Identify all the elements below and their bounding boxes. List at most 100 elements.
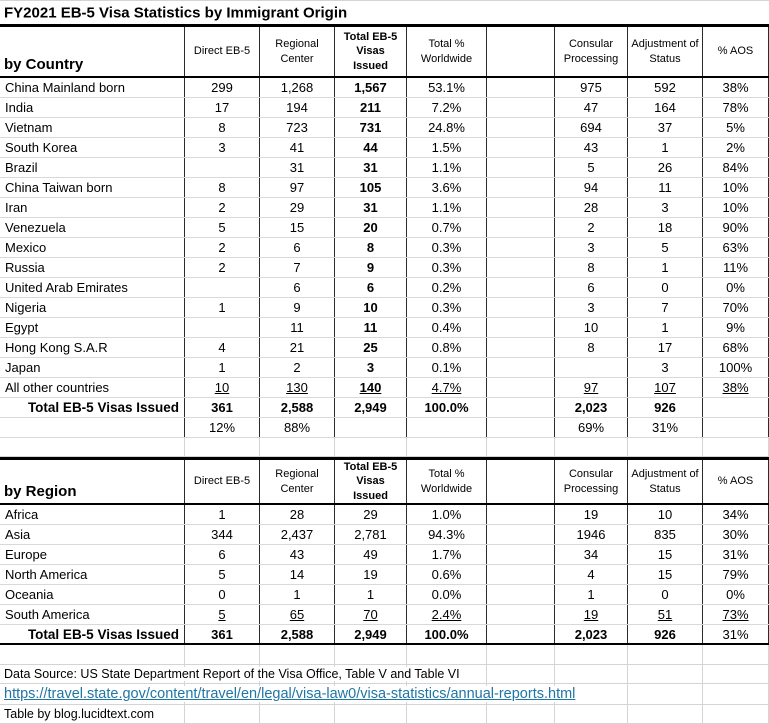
cell-regional: 41 [260, 138, 335, 157]
grid-cell [185, 645, 260, 664]
table-row: India 17 194 211 7.2% 47 164 78% [0, 98, 769, 118]
table-row: Nigeria 1 9 10 0.3% 3 7 70% [0, 298, 769, 318]
cell-regional: 130 [260, 378, 335, 397]
cell-pct: 1.0% [407, 505, 487, 524]
spacer-cell [487, 138, 555, 157]
cell-pct: 0.7% [407, 218, 487, 237]
cell-direct: 299 [185, 78, 260, 97]
cell-aos: 10% [703, 198, 769, 217]
cell-total: 3 [335, 358, 407, 377]
cell-aos: 90% [703, 218, 769, 237]
cell-consular: 1 [555, 585, 628, 604]
cell-pct: 0.3% [407, 238, 487, 257]
cell-direct: 10 [185, 378, 260, 397]
cell-total: 140 [335, 378, 407, 397]
cell-adjustment: 3 [628, 358, 703, 377]
empty-cell [0, 418, 185, 437]
cell-total: 10 [335, 298, 407, 317]
cell-consular: 6 [555, 278, 628, 297]
cell-regional: 28 [260, 505, 335, 524]
cell-total: 44 [335, 138, 407, 157]
total-label: Total EB-5 Visas Issued [0, 398, 185, 417]
cell-aos: 10% [703, 178, 769, 197]
cell-direct-split: 12% [185, 418, 260, 437]
cell-pct: 24.8% [407, 118, 487, 137]
cell-regional: 2,437 [260, 525, 335, 544]
cell-direct: 344 [185, 525, 260, 544]
col-header-regional: Regional Center [260, 460, 335, 503]
footer-link-row: https://travel.state.gov/content/travel/… [0, 684, 769, 705]
cell-total: 49 [335, 545, 407, 564]
spacer-cell [487, 418, 555, 437]
table-row: Iran 2 29 31 1.1% 28 3 10% [0, 198, 769, 218]
cell-adjustment: 3 [628, 198, 703, 217]
region-name: Asia [0, 525, 185, 544]
cell-regional: 6 [260, 278, 335, 297]
title-row: FY2021 EB-5 Visa Statistics by Immigrant… [0, 0, 769, 27]
table-row: Mexico 2 6 8 0.3% 3 5 63% [0, 238, 769, 258]
region-name: South America [0, 605, 185, 624]
cell-adjustment: 0 [628, 585, 703, 604]
grid-cell [555, 438, 628, 456]
cell-aos: 63% [703, 238, 769, 257]
country-name: Russia [0, 258, 185, 277]
spacer-cell [487, 378, 555, 397]
table-row: North America 5 14 19 0.6% 4 15 79% [0, 565, 769, 585]
page-title: FY2021 EB-5 Visa Statistics by Immigrant… [4, 4, 356, 21]
cell-direct: 2 [185, 258, 260, 277]
cell-direct: 8 [185, 118, 260, 137]
table-row: Hong Kong S.A.R 4 21 25 0.8% 8 17 68% [0, 338, 769, 358]
cell-regional: 14 [260, 565, 335, 584]
cell-direct: 1 [185, 358, 260, 377]
spacer-cell [487, 158, 555, 177]
table-row: Russia 2 7 9 0.3% 8 1 11% [0, 258, 769, 278]
grid-cell [260, 645, 335, 664]
table-row: Brazil 31 31 1.1% 5 26 84% [0, 158, 769, 178]
cell-consular: 97 [555, 378, 628, 397]
country-name: Japan [0, 358, 185, 377]
cell-regional: 97 [260, 178, 335, 197]
cell-adjustment: 0 [628, 278, 703, 297]
cell-regional: 9 [260, 298, 335, 317]
cell-pct: 1.1% [407, 158, 487, 177]
cell-adjustment: 26 [628, 158, 703, 177]
spacer-cell [487, 338, 555, 357]
cell-adjustment: 11 [628, 178, 703, 197]
cell-total: 1 [335, 585, 407, 604]
grid-cell [487, 705, 555, 723]
cell-pct: 0.2% [407, 278, 487, 297]
cell-consular: 975 [555, 78, 628, 97]
cell-consular: 1946 [555, 525, 628, 544]
cell-pct: 0.6% [407, 565, 487, 584]
cell-aos: 31% [703, 545, 769, 564]
spacer-cell [487, 585, 555, 604]
grid-cell [555, 684, 628, 704]
cell-aos: 30% [703, 525, 769, 544]
spacer-cell [487, 565, 555, 584]
cell-direct: 5 [185, 605, 260, 624]
cell-consular: 19 [555, 605, 628, 624]
cell-regional-split: 88% [260, 418, 335, 437]
grid-cell [555, 665, 628, 683]
annual-reports-link[interactable]: https://travel.state.gov/content/travel/… [4, 686, 584, 702]
grid-cell [0, 438, 185, 456]
country-name: United Arab Emirates [0, 278, 185, 297]
cell-adjustment: 164 [628, 98, 703, 117]
cell-direct: 5 [185, 565, 260, 584]
spacer-cell [487, 178, 555, 197]
cell-pct: 0.1% [407, 358, 487, 377]
cell-aos: 38% [703, 378, 769, 397]
grid-cell [487, 665, 555, 683]
cell-direct [185, 158, 260, 177]
cell-aos: 0% [703, 585, 769, 604]
cell-adjustment-split: 31% [628, 418, 703, 437]
cell-pct-total: 100.0% [407, 398, 487, 417]
cell-consular-total: 2,023 [555, 625, 628, 643]
cell-total-total: 2,949 [335, 398, 407, 417]
cell-pct: 0.4% [407, 318, 487, 337]
blank-row [0, 645, 769, 665]
spacer-cell [487, 525, 555, 544]
grid-cell [487, 645, 555, 664]
cell-consular: 43 [555, 138, 628, 157]
grid-cell [335, 438, 407, 456]
